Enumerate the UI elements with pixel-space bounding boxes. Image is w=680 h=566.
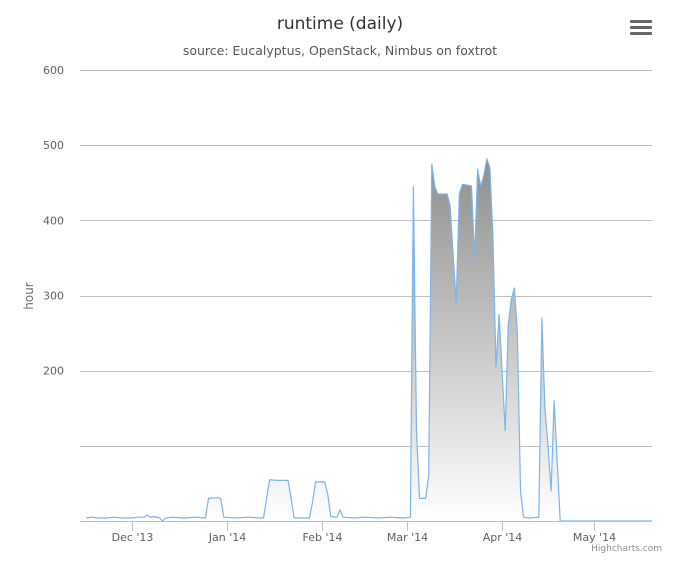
y-tick-label: 400	[43, 214, 64, 227]
y-tick-label: 600	[43, 64, 64, 77]
y-axis-title: hour	[22, 282, 36, 310]
y-tick-label: 500	[43, 139, 64, 152]
menu-bar	[630, 20, 652, 23]
credits-link[interactable]: Highcharts.com	[591, 544, 662, 554]
x-tick-label: Mar '14	[387, 531, 428, 544]
menu-bar	[630, 32, 652, 35]
chart-title: runtime (daily)	[276, 14, 404, 34]
x-tick-label: Jan '14	[208, 531, 246, 544]
hamburger-menu-icon[interactable]	[630, 20, 652, 38]
series-line	[86, 158, 652, 522]
menu-bar	[630, 26, 652, 29]
chart-subtitle: source: Eucalyptus, OpenStack, Nimbus on…	[182, 43, 498, 58]
x-tick-label: Dec '13	[112, 531, 154, 544]
series-area-fill	[86, 158, 653, 521]
y-tick-label: 300	[43, 290, 64, 303]
y-tick-label: 200	[43, 365, 64, 378]
x-tick-label: Feb '14	[303, 531, 343, 544]
x-tick-label: Apr '14	[483, 531, 523, 544]
x-tick-label: May '14	[573, 531, 616, 544]
